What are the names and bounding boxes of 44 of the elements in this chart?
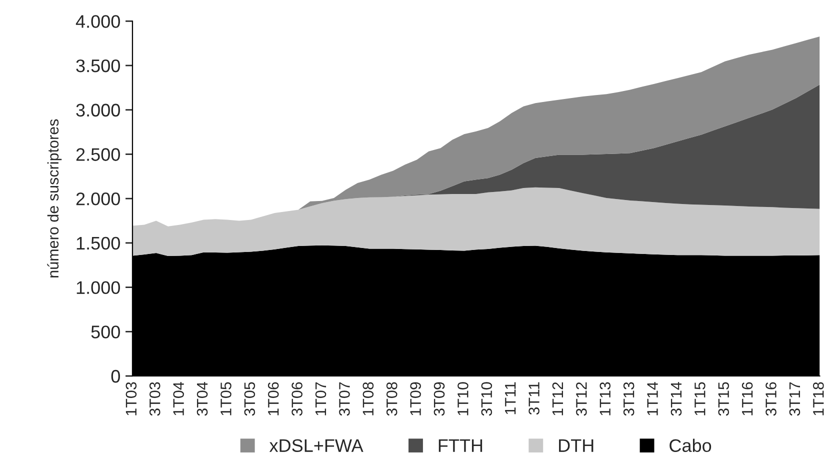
x-tick-label: 1T18 bbox=[813, 382, 824, 416]
x-tick-label: 1T09 bbox=[410, 382, 421, 416]
x-tick-label: 1T04 bbox=[173, 382, 184, 416]
legend-label: Cabo bbox=[670, 438, 712, 452]
x-tick-label: 3T17 bbox=[789, 382, 800, 416]
x-tick-label: 3T12 bbox=[576, 382, 587, 416]
x-tick-label: 3T08 bbox=[386, 382, 398, 416]
x-tick-label: 1T13 bbox=[600, 382, 611, 416]
y-tick-label: 1.000 bbox=[76, 281, 120, 294]
x-tick-label: 3T11 bbox=[528, 382, 540, 415]
x-tick-label: 1T08 bbox=[362, 382, 374, 416]
x-tick-label: 1T15 bbox=[694, 382, 706, 416]
legend-label: DTH bbox=[559, 439, 594, 452]
x-tick-label: 3T09 bbox=[434, 382, 445, 416]
x-tick-label: 3T16 bbox=[766, 382, 776, 416]
y-tick-label: 3.000 bbox=[76, 104, 120, 117]
y-tick-label: 4.000 bbox=[76, 15, 120, 28]
y-tick-label: 2.000 bbox=[76, 192, 120, 206]
x-tick-label: 3T14 bbox=[670, 382, 682, 416]
x-tick-label: 3T04 bbox=[196, 382, 208, 416]
x-tick-label: 1T03 bbox=[126, 382, 137, 416]
y-tick-label: 1.500 bbox=[76, 236, 120, 250]
x-tick-label: 3T05 bbox=[244, 382, 256, 416]
x-tick-label: 1T14 bbox=[647, 382, 658, 416]
y-axis-title: número de suscriptores bbox=[47, 119, 62, 278]
x-tick-label: 1T06 bbox=[268, 382, 279, 416]
x-tick-label: 1T10 bbox=[458, 382, 468, 416]
legend-label: xDSL+FWA bbox=[269, 439, 364, 452]
x-tick-label: 3T07 bbox=[339, 382, 350, 416]
y-tick-label: 500 bbox=[91, 326, 120, 338]
y-tick-label: 2.500 bbox=[76, 148, 120, 161]
x-tick-label: 3T10 bbox=[481, 382, 492, 416]
x-tick-label: 1T16 bbox=[742, 382, 753, 416]
x-tick-label: 1T05 bbox=[220, 382, 232, 416]
x-tick-label: 1T11 bbox=[505, 382, 516, 414]
x-tick-label: 3T13 bbox=[623, 382, 634, 416]
x-tick-label: 1T07 bbox=[315, 382, 326, 416]
x-tick-label: 3T03 bbox=[149, 382, 160, 416]
x-tick-label: 1T12 bbox=[552, 382, 563, 416]
x-tick-label: 3T15 bbox=[718, 382, 730, 416]
legend-label: FTTH bbox=[438, 439, 482, 452]
y-tick-label: 3.500 bbox=[76, 59, 120, 72]
y-tick-label: 0 bbox=[111, 370, 120, 383]
x-tick-label: 3T06 bbox=[292, 382, 302, 416]
